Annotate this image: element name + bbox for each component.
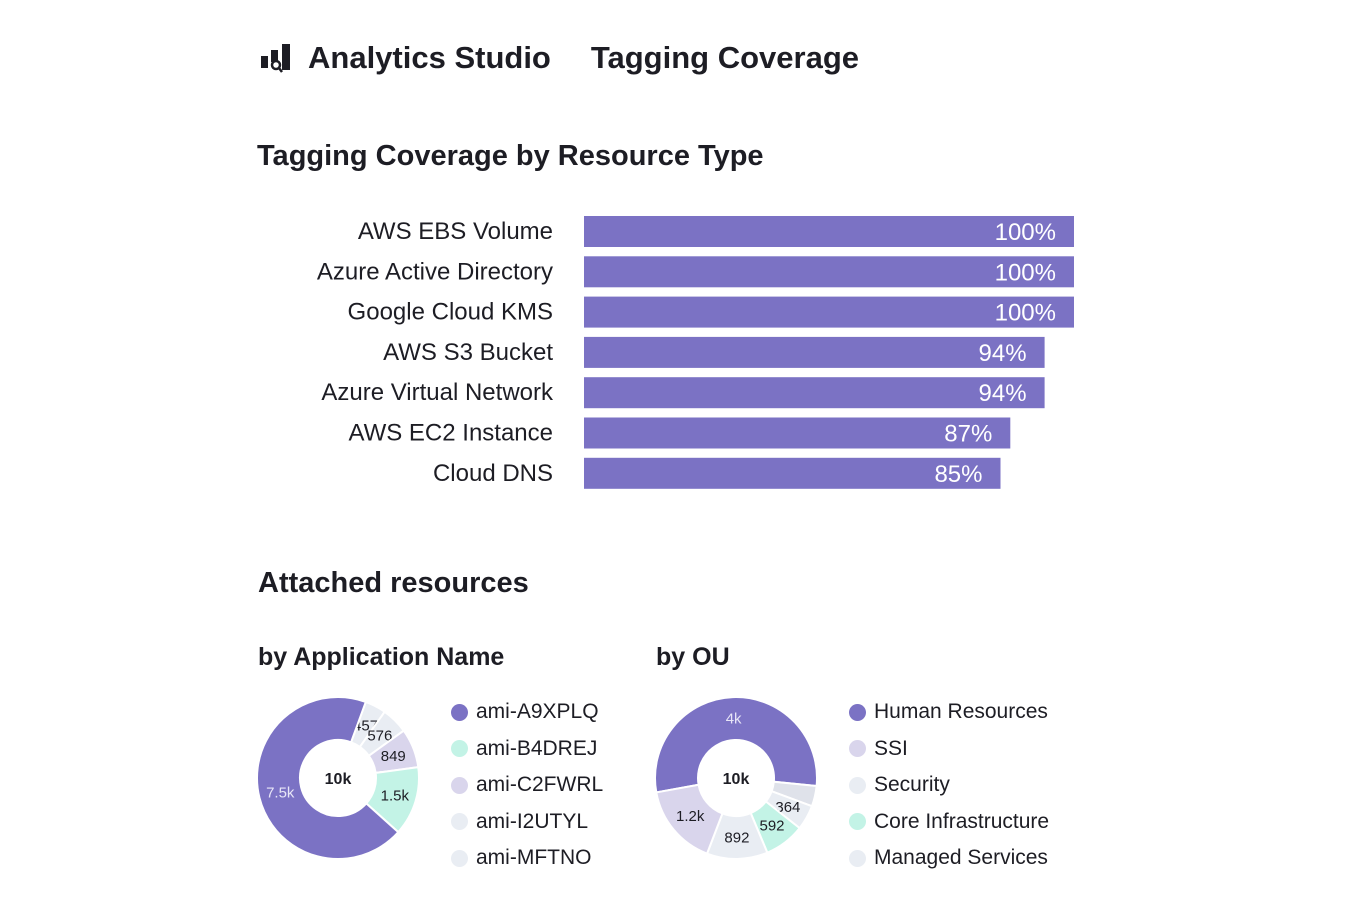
- page-title: Tagging Coverage: [590, 40, 860, 75]
- donut-slice-label: 592: [760, 817, 785, 834]
- bar-value-label: 100%: [995, 259, 1056, 286]
- section-title: Attached resources: [258, 567, 529, 599]
- bar-value-label: 94%: [979, 380, 1027, 407]
- bar: [584, 336, 1045, 368]
- bar-chart-search-icon: [261, 44, 290, 73]
- bar-value-label: 87%: [944, 421, 992, 448]
- header: Analytics Studio Tagging Coverage: [260, 40, 859, 76]
- legend-label: Managed Services: [874, 846, 1048, 870]
- bar-chart-title: Tagging Coverage by Resource Type: [257, 140, 764, 172]
- legend-label: Human Resources: [874, 700, 1048, 724]
- bar-category-label: Azure Virtual Network: [321, 379, 554, 406]
- donut-slice-label: 892: [724, 829, 749, 846]
- legend-label: SSI: [874, 736, 908, 760]
- legend-label: Security: [874, 773, 950, 797]
- legend-item: Human Resources: [849, 694, 1049, 731]
- donut-slice: [654, 696, 818, 794]
- bar: [584, 377, 1045, 409]
- donut-slice-label: 364: [775, 799, 800, 816]
- legend-label: ami-C2FWRL: [476, 773, 604, 797]
- bar: [584, 216, 1074, 247]
- legend-item: ami-A9XPLQ: [451, 694, 603, 731]
- bar-category-label: AWS EC2 Instance: [348, 420, 553, 447]
- legend-app: ami-A9XPLQ ami-B4DREJ ami-C2FWRL ami-I2UTYL…: [451, 694, 603, 877]
- donut-slice-label: 4k: [726, 711, 742, 728]
- legend-label: Core Infrastructure: [874, 809, 1050, 833]
- legend-swatch: [451, 703, 468, 721]
- legend-item: SSI: [849, 731, 1049, 768]
- bar-value-label: 100%: [995, 300, 1056, 327]
- legend-item: ami-B4DREJ: [451, 731, 603, 768]
- bar: [584, 457, 1001, 489]
- bar-category-label: Azure Active Directory: [317, 258, 553, 285]
- legend-item: ami-C2FWRL: [451, 767, 603, 804]
- bar-value-label: 100%: [995, 219, 1056, 246]
- legend-item: Security: [849, 767, 1049, 804]
- bar: [584, 256, 1074, 288]
- legend-swatch: [451, 813, 468, 831]
- legend-label: ami-I2UTYL: [476, 809, 589, 833]
- legend-ou: Human Resources SSI Security Core Infrastru…: [849, 694, 1049, 877]
- bar-value-label: 85%: [934, 461, 982, 488]
- donut-slice: [256, 696, 400, 860]
- bar-category-label: Cloud DNS: [433, 460, 553, 487]
- bar-category-label: AWS S3 Bucket: [383, 339, 553, 366]
- legend-swatch: [451, 740, 468, 758]
- legend-item: Core Infrastructure: [849, 804, 1049, 841]
- donut-slice: [655, 783, 724, 855]
- legend-swatch: [451, 849, 468, 867]
- donut-title-ou: by OU: [656, 643, 730, 671]
- legend-label: ami-A9XPLQ: [476, 700, 599, 724]
- donut-slice-label: 1.2k: [676, 808, 705, 825]
- legend-label: ami-MFTNO: [476, 846, 592, 870]
- legend-swatch: [849, 740, 866, 758]
- bar-category-label: Google Cloud KMS: [348, 299, 553, 326]
- coverage-bar-chart: AWS EBS Volume 100% Azure Active Directory…: [317, 216, 1074, 489]
- legend-swatch: [451, 776, 468, 794]
- donut-center-label: 10k: [723, 771, 750, 788]
- legend-swatch: [849, 813, 866, 831]
- bar: [584, 417, 1011, 449]
- legend-item: ami-I2UTYL: [451, 804, 603, 841]
- donut-title-app: by Application Name: [258, 643, 505, 671]
- donut-slice-label: 849: [381, 748, 406, 765]
- bar-value-label: 94%: [979, 340, 1027, 367]
- legend-swatch: [849, 849, 866, 867]
- bar-category-label: AWS EBS Volume: [358, 218, 553, 245]
- legend-item: Managed Services: [849, 840, 1049, 877]
- donut-slice-label: 7.5k: [266, 784, 295, 801]
- app-name: Analytics Studio: [308, 40, 551, 75]
- donut-slice-label: 1.5k: [381, 788, 410, 805]
- donut-center-label: 10k: [325, 771, 352, 788]
- donut-slice-label: 576: [367, 728, 392, 745]
- legend-swatch: [849, 703, 866, 721]
- bar: [584, 296, 1074, 328]
- legend-label: ami-B4DREJ: [476, 736, 598, 760]
- legend-item: ami-MFTNO: [451, 840, 603, 877]
- legend-swatch: [849, 776, 866, 794]
